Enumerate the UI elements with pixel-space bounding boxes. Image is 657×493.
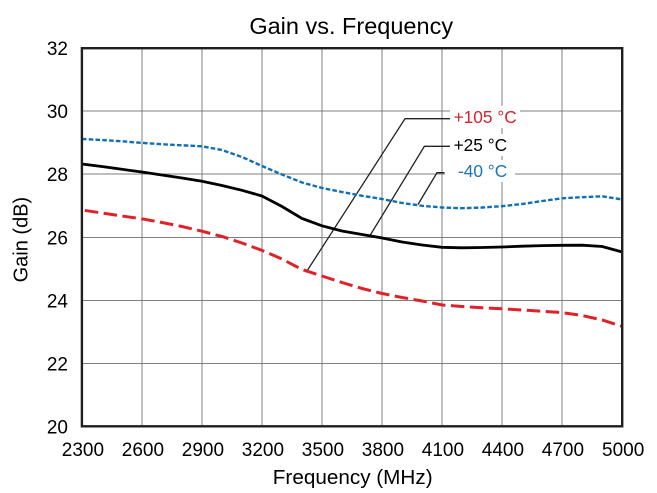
svg-text:24: 24 — [47, 291, 69, 312]
svg-text:32: 32 — [47, 39, 68, 60]
svg-text:Gain vs. Frequency: Gain vs. Frequency — [249, 13, 453, 39]
svg-text:3800: 3800 — [362, 440, 404, 461]
svg-text:Gain (dB): Gain (dB) — [11, 197, 33, 283]
svg-text:4700: 4700 — [542, 440, 584, 461]
svg-text:5000: 5000 — [602, 440, 644, 461]
svg-text:3200: 3200 — [242, 440, 284, 461]
svg-text:20: 20 — [47, 417, 68, 438]
svg-text:2900: 2900 — [182, 440, 224, 461]
svg-text:2300: 2300 — [62, 440, 104, 461]
svg-text:+105 °C: +105 °C — [454, 107, 517, 127]
svg-text:4100: 4100 — [422, 440, 464, 461]
svg-text:+25 °C: +25 °C — [454, 135, 508, 155]
svg-text:28: 28 — [47, 165, 68, 186]
svg-text:22: 22 — [47, 354, 68, 375]
svg-text:26: 26 — [47, 228, 68, 249]
svg-text:-40 °C: -40 °C — [458, 161, 507, 181]
svg-text:2600: 2600 — [122, 440, 164, 461]
svg-text:Frequency (MHz): Frequency (MHz) — [273, 466, 433, 489]
svg-text:30: 30 — [47, 102, 68, 123]
svg-text:4400: 4400 — [482, 440, 524, 461]
svg-text:3500: 3500 — [302, 440, 344, 461]
